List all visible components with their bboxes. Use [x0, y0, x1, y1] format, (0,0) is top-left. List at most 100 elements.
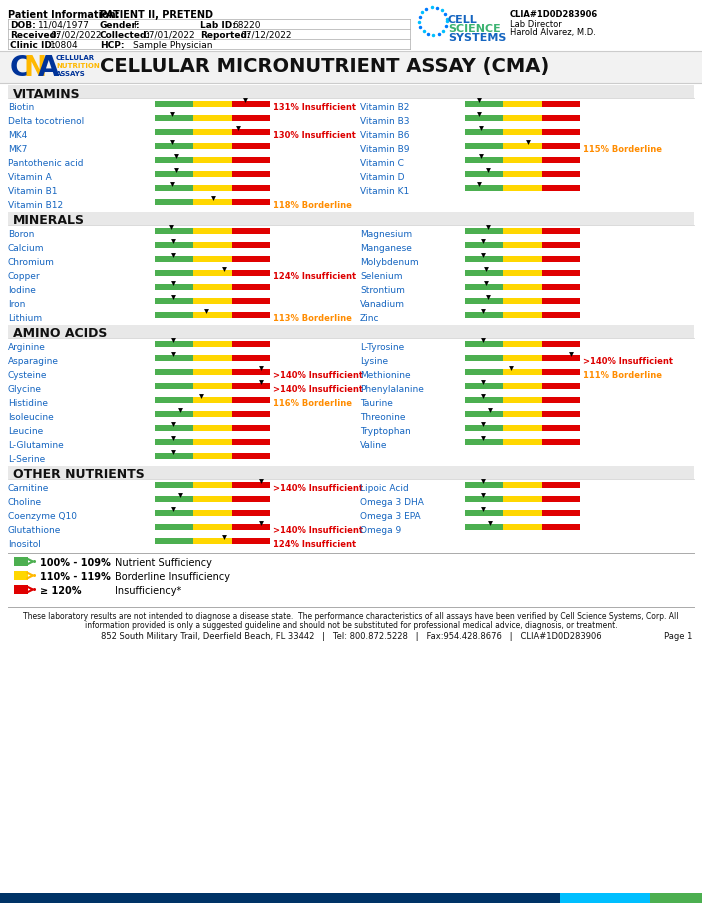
Bar	[193, 200, 232, 206]
Bar	[542, 158, 580, 163]
Text: Vitamin C: Vitamin C	[360, 159, 404, 168]
Bar	[503, 186, 542, 191]
Bar	[542, 271, 580, 276]
Bar	[465, 256, 503, 263]
Text: 131% Insufficient: 131% Insufficient	[273, 103, 356, 112]
Text: Choline: Choline	[8, 498, 42, 507]
Bar	[155, 186, 193, 191]
Bar	[503, 425, 542, 432]
Text: Omega 9: Omega 9	[360, 526, 402, 535]
Bar	[155, 384, 193, 389]
Bar	[503, 397, 542, 404]
Bar	[542, 116, 580, 122]
Bar	[193, 243, 232, 248]
Text: C: C	[10, 54, 30, 82]
Bar	[465, 186, 503, 191]
Text: CLIA#1D0D283906: CLIA#1D0D283906	[510, 10, 598, 19]
Text: Patient Information:: Patient Information:	[8, 10, 119, 20]
Bar	[465, 525, 503, 530]
Text: Manganese: Manganese	[360, 244, 412, 253]
Bar	[155, 284, 193, 291]
Bar	[232, 384, 270, 389]
Bar	[232, 482, 270, 489]
Text: 10804: 10804	[50, 41, 79, 50]
Bar	[8, 86, 694, 99]
Bar	[542, 397, 580, 404]
Text: OTHER NUTRIENTS: OTHER NUTRIENTS	[13, 468, 145, 481]
Text: CELLULAR: CELLULAR	[56, 55, 95, 61]
Text: Reported:: Reported:	[200, 31, 251, 40]
Bar	[232, 144, 270, 150]
Text: Vitamin A: Vitamin A	[8, 172, 52, 182]
Bar	[232, 341, 270, 348]
Bar	[193, 312, 232, 319]
Text: Glutathione: Glutathione	[8, 526, 61, 535]
Bar	[465, 425, 503, 432]
Text: L-Tyrosine: L-Tyrosine	[360, 342, 404, 351]
Bar	[542, 130, 580, 135]
Bar	[193, 256, 232, 263]
Text: Isoleucine: Isoleucine	[8, 413, 54, 422]
Text: Taurine: Taurine	[360, 398, 393, 407]
Bar	[542, 497, 580, 502]
Bar	[232, 256, 270, 263]
Text: VITAMINS: VITAMINS	[13, 88, 81, 100]
Text: Calcium: Calcium	[8, 244, 44, 253]
Bar	[155, 356, 193, 361]
Text: N: N	[24, 54, 47, 82]
Text: >140% Insufficient: >140% Insufficient	[583, 357, 673, 366]
Bar	[232, 356, 270, 361]
Bar	[193, 525, 232, 530]
Bar	[193, 341, 232, 348]
Bar	[155, 497, 193, 502]
Bar	[542, 144, 580, 150]
Bar	[193, 356, 232, 361]
Bar	[193, 482, 232, 489]
Text: >140% Insufficient: >140% Insufficient	[273, 483, 363, 492]
Bar	[0, 52, 702, 84]
Bar	[193, 158, 232, 163]
Text: Vitamin D: Vitamin D	[360, 172, 404, 182]
Bar	[14, 557, 28, 566]
Bar	[193, 116, 232, 122]
Bar	[193, 440, 232, 445]
Text: Page 1: Page 1	[663, 631, 692, 640]
Bar	[465, 384, 503, 389]
Bar	[542, 243, 580, 248]
Text: 115% Borderline: 115% Borderline	[583, 144, 662, 154]
Bar	[503, 299, 542, 304]
Text: Delta tocotrienol: Delta tocotrienol	[8, 116, 84, 126]
Text: Nutrient Sufficiency: Nutrient Sufficiency	[115, 557, 212, 567]
Bar	[465, 172, 503, 178]
Text: information provided is only a suggested guideline and should not be substituted: information provided is only a suggested…	[85, 620, 617, 629]
Text: Received:: Received:	[10, 31, 60, 40]
Bar	[542, 186, 580, 191]
Bar	[503, 271, 542, 276]
Text: Vitamin B1: Vitamin B1	[8, 187, 58, 196]
Bar	[542, 172, 580, 178]
Bar	[542, 384, 580, 389]
Bar	[232, 538, 270, 545]
Text: Lab Director: Lab Director	[510, 20, 562, 29]
Bar	[542, 510, 580, 517]
Bar	[155, 482, 193, 489]
Bar	[503, 497, 542, 502]
Bar	[503, 158, 542, 163]
Bar	[465, 440, 503, 445]
Text: Clinic ID:: Clinic ID:	[10, 41, 55, 50]
Text: 124% Insufficient: 124% Insufficient	[273, 539, 356, 548]
Bar	[0, 893, 560, 903]
Bar	[193, 299, 232, 304]
Text: 852 South Military Trail, Deerfield Beach, FL 33442   |   Tel: 800.872.5228   | : 852 South Military Trail, Deerfield Beac…	[100, 631, 602, 640]
Bar	[542, 312, 580, 319]
Bar	[193, 412, 232, 417]
Bar	[465, 102, 503, 107]
Bar	[503, 412, 542, 417]
Text: 07/12/2022: 07/12/2022	[240, 31, 291, 40]
Text: 116% Borderline: 116% Borderline	[273, 398, 352, 407]
Bar	[155, 144, 193, 150]
Bar	[232, 299, 270, 304]
Bar	[465, 510, 503, 517]
Bar	[155, 172, 193, 178]
Bar	[542, 256, 580, 263]
